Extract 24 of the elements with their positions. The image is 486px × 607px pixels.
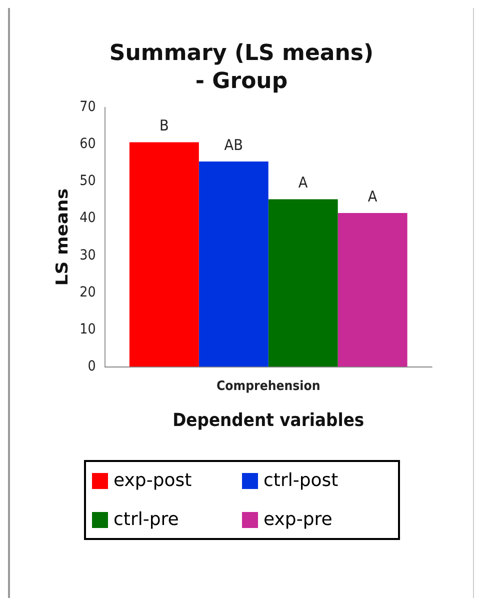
data-label: A [298,175,308,192]
data-label: B [159,118,169,135]
y-tick-label: 50 [80,174,96,190]
legend-label: ctrl-pre [114,509,179,530]
y-tick-label: 30 [80,248,96,264]
legend-label: ctrl-post [264,470,338,491]
y-tick-label: 0 [88,358,96,375]
bar [338,213,408,367]
bar [198,162,268,367]
data-label: A [368,188,378,206]
y-tick-label: 70 [80,100,96,116]
y-tick-label: 10 [80,322,96,338]
y-tick-label: 60 [80,136,96,152]
bar [268,199,338,367]
data-label: AB [224,137,243,154]
legend-label: exp-post [114,470,192,491]
legend-label: exp-pre [264,509,332,530]
y-tick-label: 20 [80,284,96,301]
chart-title: Summary (LS means) - Group [108,40,375,96]
bar [129,142,199,367]
x-tick-label: Comprehension [216,377,320,394]
y-tick-label: 40 [80,210,96,226]
x-axis-title: Dependent variables [172,410,364,432]
y-axis-title: LS means [53,188,72,286]
